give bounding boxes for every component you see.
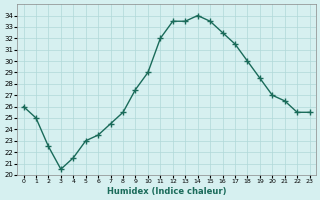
X-axis label: Humidex (Indice chaleur): Humidex (Indice chaleur): [107, 187, 226, 196]
